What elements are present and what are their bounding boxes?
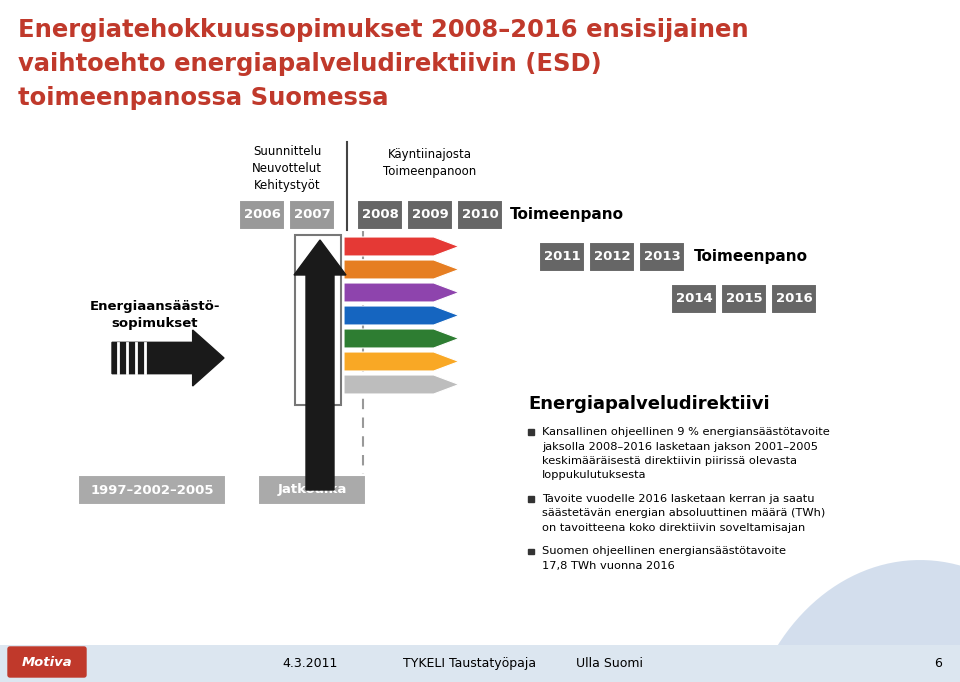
Text: Jatkoaika: Jatkoaika	[277, 484, 347, 496]
Text: Motiva: Motiva	[22, 655, 72, 668]
Text: Käyntiinajosta
Toimeenpanoon: Käyntiinajosta Toimeenpanoon	[383, 148, 476, 178]
Polygon shape	[344, 237, 459, 256]
FancyBboxPatch shape	[528, 548, 534, 554]
FancyBboxPatch shape	[295, 235, 341, 405]
Text: 2006: 2006	[244, 209, 280, 222]
Text: loppukulutuksesta: loppukulutuksesta	[542, 471, 646, 481]
Text: Ulla Suomi: Ulla Suomi	[577, 657, 643, 670]
FancyBboxPatch shape	[258, 475, 366, 505]
FancyBboxPatch shape	[357, 200, 403, 230]
Text: 2008: 2008	[362, 209, 398, 222]
Text: 17,8 TWh vuonna 2016: 17,8 TWh vuonna 2016	[542, 561, 675, 571]
Text: Energiapalveludirektiivi: Energiapalveludirektiivi	[528, 395, 770, 413]
Polygon shape	[760, 560, 960, 682]
Text: Energiaansäästö-
sopimukset: Energiaansäästö- sopimukset	[89, 300, 220, 330]
Text: Toimeenpano: Toimeenpano	[694, 250, 808, 265]
Text: Toimeenpano: Toimeenpano	[510, 207, 624, 222]
Text: Kansallinen ohjeellinen 9 % energiansäästötavoite: Kansallinen ohjeellinen 9 % energiansääs…	[542, 427, 829, 437]
FancyBboxPatch shape	[407, 200, 453, 230]
Text: Suunnittelu
Neuvottelut
Kehitystyöt: Suunnittelu Neuvottelut Kehitystyöt	[252, 145, 322, 192]
FancyBboxPatch shape	[289, 200, 335, 230]
Text: 2016: 2016	[776, 293, 812, 306]
Polygon shape	[344, 329, 459, 348]
Text: 4.3.2011: 4.3.2011	[282, 657, 338, 670]
FancyBboxPatch shape	[528, 429, 534, 434]
FancyBboxPatch shape	[771, 284, 817, 314]
FancyBboxPatch shape	[8, 647, 86, 677]
Text: Tavoite vuodelle 2016 lasketaan kerran ja saatu: Tavoite vuodelle 2016 lasketaan kerran j…	[542, 494, 814, 504]
Text: on tavoitteena koko direktiivin soveltamisajan: on tavoitteena koko direktiivin soveltam…	[542, 523, 805, 533]
FancyBboxPatch shape	[721, 284, 767, 314]
FancyBboxPatch shape	[639, 242, 685, 272]
Text: Suomen ohjeellinen energiansäästötavoite: Suomen ohjeellinen energiansäästötavoite	[542, 546, 786, 557]
Text: toimeenpanossa Suomessa: toimeenpanossa Suomessa	[18, 86, 389, 110]
Text: 2014: 2014	[676, 293, 712, 306]
FancyBboxPatch shape	[239, 200, 285, 230]
Text: 2011: 2011	[543, 250, 580, 263]
Text: säästetävän energian absoluuttinen määrä (TWh): säästetävän energian absoluuttinen määrä…	[542, 509, 826, 518]
Text: 2009: 2009	[412, 209, 448, 222]
FancyBboxPatch shape	[539, 242, 585, 272]
Text: vaihtoehto energiapalveludirektiivin (ESD): vaihtoehto energiapalveludirektiivin (ES…	[18, 52, 602, 76]
FancyBboxPatch shape	[78, 475, 226, 505]
Text: 2010: 2010	[462, 209, 498, 222]
Text: TYKELI Taustatyöpaja: TYKELI Taustatyöpaja	[403, 657, 537, 670]
Polygon shape	[344, 352, 459, 371]
Polygon shape	[294, 240, 346, 490]
Text: jaksolla 2008–2016 lasketaan jakson 2001–2005: jaksolla 2008–2016 lasketaan jakson 2001…	[542, 441, 818, 451]
Text: Energiatehokkuussopimukset 2008–2016 ensisijainen: Energiatehokkuussopimukset 2008–2016 ens…	[18, 18, 749, 42]
Polygon shape	[112, 330, 224, 386]
FancyBboxPatch shape	[671, 284, 717, 314]
Text: 1997–2002–2005: 1997–2002–2005	[90, 484, 214, 496]
Text: KRIITTINEN
MASSA: KRIITTINEN MASSA	[307, 286, 329, 353]
Polygon shape	[344, 283, 459, 302]
Polygon shape	[344, 260, 459, 279]
FancyBboxPatch shape	[528, 496, 534, 501]
FancyBboxPatch shape	[0, 645, 960, 682]
Text: 2013: 2013	[643, 250, 681, 263]
Polygon shape	[344, 375, 459, 394]
FancyBboxPatch shape	[457, 200, 503, 230]
Text: 2007: 2007	[294, 209, 330, 222]
Polygon shape	[344, 306, 459, 325]
Text: 2015: 2015	[726, 293, 762, 306]
FancyBboxPatch shape	[589, 242, 635, 272]
Text: 6: 6	[934, 657, 942, 670]
Text: keskimääräisestä direktiivin piirissä olevasta: keskimääräisestä direktiivin piirissä ol…	[542, 456, 797, 466]
Text: 2012: 2012	[593, 250, 631, 263]
